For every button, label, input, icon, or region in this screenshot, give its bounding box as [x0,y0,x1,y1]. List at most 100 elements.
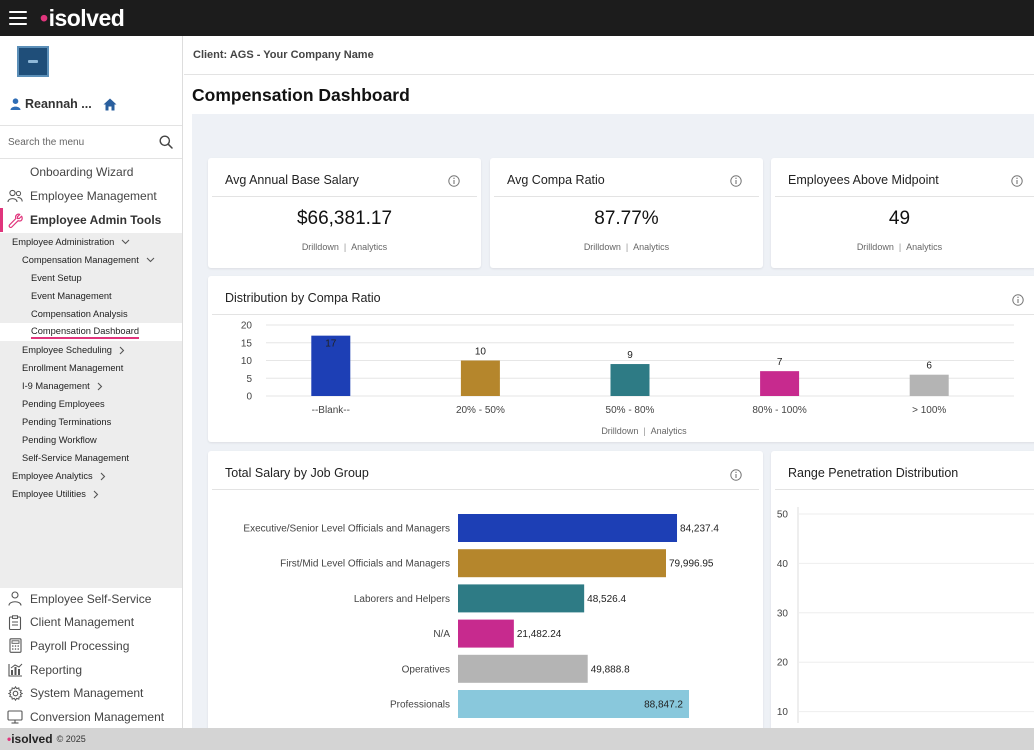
menu-item-client-management[interactable]: Client Management [0,611,182,635]
submenu-compensation-management[interactable]: Compensation Management [0,251,182,269]
card-divider [775,489,1034,490]
bar [311,335,351,396]
info-icon[interactable] [730,175,742,187]
menu-item-label: Employee Management [30,189,157,203]
bar [458,584,585,613]
wrench-icon [7,212,23,228]
menu-item-label: System Management [30,686,144,701]
submenu-label: Enrollment Management [22,363,124,373]
submenu-event-setup[interactable]: Event Setup [0,269,182,287]
menu-item-label: Conversion Management [30,709,165,724]
info-icon[interactable] [1012,294,1024,306]
menu-search [0,125,182,159]
info-icon[interactable] [730,469,742,481]
submenu-label: Employee Analytics [12,471,93,481]
submenu-event-management[interactable]: Event Management [0,287,182,305]
submenu-pending-terminations[interactable]: Pending Terminations [0,413,182,431]
y-tick-label: 15 [241,338,253,349]
y-tick-label: 50 [777,510,789,521]
search-icon[interactable] [159,135,173,149]
menu-item-onboarding-wizard[interactable]: Onboarding Wizard [0,160,182,184]
footer-brand: isolved [11,732,53,746]
menu-item-reporting[interactable]: Reporting [0,658,182,682]
submenu-compensation-analysis[interactable]: Compensation Analysis [0,305,182,323]
chart-links: Drilldown | Analytics [601,426,687,436]
home-icon[interactable] [103,98,117,111]
analytics-link[interactable]: Analytics [351,242,388,252]
x-tick-label: --Blank-- [312,405,350,416]
submenu-self-service-management[interactable]: Self-Service Management [0,449,182,467]
menu-item-label: Employee Admin Tools [30,213,162,227]
data-label: 84,237.4 [680,524,719,535]
footer-copyright: © 2025 [56,734,86,744]
drilldown-link[interactable]: Drilldown [856,242,894,252]
submenu-label: Pending Terminations [22,417,112,427]
menu-bottom-section: Employee Self-Service Client Management … [0,587,182,729]
y-tick-label: Laborers and Helpers [354,594,450,605]
main-content: Client: AGS - Your Company Name Compensa… [184,36,1034,728]
menu-item-system-management[interactable]: System Management [0,681,182,705]
menu-item-label: Payroll Processing [30,638,130,653]
brand-logo[interactable]: • isolved [40,4,125,31]
kpi-value: $66,381.17 [296,208,393,229]
submenu-employee-utilities[interactable]: Employee Utilities [0,485,182,503]
drilldown-link[interactable]: Drilldown [601,426,639,436]
kpi-title: Avg Annual Base Salary [225,173,359,187]
card-divider [494,196,759,197]
top-bar: • isolved [0,0,1034,36]
menu-search-input[interactable] [0,136,150,148]
y-tick-label: Executive/Senior Level Officials and Man… [243,524,450,535]
info-icon[interactable] [1011,175,1023,187]
data-label: 88,847.2 [644,700,683,711]
hamburger-menu-icon[interactable] [9,11,27,25]
x-tick-label: > 100% [912,405,946,416]
submenu-pending-workflow[interactable]: Pending Workflow [0,431,182,449]
y-tick-label: 10 [777,707,789,718]
analytics-link[interactable]: Analytics [633,242,670,252]
menu-item-conversion-management[interactable]: Conversion Management [0,705,182,729]
card-title: Range Penetration Distribution [788,466,959,480]
submenu-employee-administration[interactable]: Employee Administration [0,233,182,251]
user-profile[interactable]: Reannah ... [10,97,92,111]
submenu-enrollment-management[interactable]: Enrollment Management [0,359,182,377]
bar [458,514,678,542]
drilldown-link[interactable]: Drilldown [301,242,339,252]
bar [458,690,690,718]
range-penetration-chart: 50 40 30 20 10 [777,507,1034,723]
submenu-employee-analytics[interactable]: Employee Analytics [0,467,182,485]
submenu-label: Compensation Analysis [31,309,128,319]
y-tick-label: 5 [246,374,252,385]
chevron-down-icon [146,257,155,263]
analytics-link[interactable]: Analytics [906,242,943,252]
kpi-card-avg-compa-ratio: Avg Compa Ratio 87.77% Drilldown | Analyti… [490,158,763,268]
card-divider [212,314,1034,315]
menu-item-label: Client Management [30,615,135,630]
card-title: Distribution by Compa Ratio [225,291,381,305]
analytics-link[interactable]: Analytics [650,426,687,436]
user-name: Reannah ... [25,97,92,111]
submenu-label: I-9 Management [22,381,90,391]
gear-icon [7,685,23,701]
submenu-i9-management[interactable]: I-9 Management [0,377,182,395]
card-divider [212,489,759,490]
menu-item-employee-management[interactable]: Employee Management [0,184,182,208]
bar [458,654,588,683]
submenu-pending-employees[interactable]: Pending Employees [0,395,182,413]
clipboard-icon [7,614,23,630]
drilldown-link[interactable]: Drilldown [583,242,621,252]
y-tick-label: Operatives [402,664,450,675]
data-label: 49,888.8 [591,664,630,675]
calculator-icon [7,638,23,654]
submenu-label: Employee Utilities [12,489,86,499]
submenu-employee-scheduling[interactable]: Employee Scheduling [0,341,182,359]
submenu-label: Pending Employees [22,399,105,409]
info-icon[interactable] [448,175,460,187]
menu-item-employee-self-service[interactable]: Employee Self-Service [0,587,182,611]
kpi-card-avg-annual-base-salary: Avg Annual Base Salary $66,381.17 Drilld… [208,158,481,268]
menu-item-payroll-processing[interactable]: Payroll Processing [0,634,182,658]
menu-item-employee-admin-tools[interactable]: Employee Admin Tools [0,208,182,232]
submenu-compensation-dashboard[interactable]: Compensation Dashboard [0,323,182,341]
submenu-label: Pending Workflow [22,435,97,445]
card-title: Total Salary by Job Group [225,466,369,480]
distribution-compa-ratio-card: Distribution by Compa Ratio 20 15 10 5 0 17 --… [208,276,1034,442]
